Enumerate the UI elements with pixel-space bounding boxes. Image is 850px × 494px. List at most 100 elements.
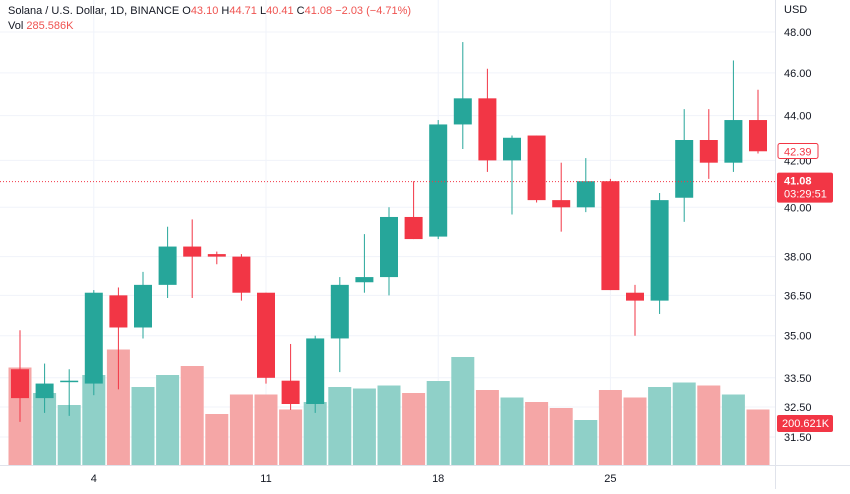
candle-body — [503, 137, 521, 161]
volume-bar — [402, 393, 426, 465]
ohlc-row: Solana / U.S. Dollar, 1D, BINANCE O43.10… — [8, 4, 411, 19]
volume-bar — [205, 414, 229, 465]
volume-bar — [475, 390, 499, 465]
candle-body — [453, 98, 472, 125]
price-axis[interactable]: 48.0046.0044.0042.0040.0038.0036.5035.00… — [775, 0, 834, 489]
volume-bar — [549, 408, 573, 465]
candle-body — [429, 124, 448, 237]
candle-body — [724, 120, 743, 163]
price-tick-label: 40.00 — [784, 202, 812, 214]
volume-bar — [156, 375, 180, 465]
countdown-text: 03:29:51 — [784, 189, 827, 201]
price-tick-label: 46.00 — [784, 68, 812, 80]
symbol-title: Solana / U.S. Dollar, 1D, BINANCE — [8, 5, 180, 17]
volume-bar — [451, 357, 475, 465]
candle-body — [330, 284, 349, 339]
candle-body — [650, 200, 669, 301]
candle-body — [232, 256, 251, 293]
volume-bar — [131, 387, 155, 465]
candle-body — [699, 140, 718, 163]
high-label: H — [221, 5, 230, 17]
volume-label: Vol — [8, 20, 24, 32]
candle-body — [626, 292, 644, 301]
low-label: L — [259, 5, 267, 17]
price-tick-label: 35.00 — [784, 331, 812, 343]
price-tick-label: 32.50 — [784, 402, 812, 414]
candle-body — [11, 369, 29, 399]
candle-body — [749, 120, 767, 152]
volume-bar — [279, 409, 303, 465]
volume-bar — [746, 409, 770, 465]
currency-label[interactable]: USD — [784, 4, 808, 16]
candle-body — [576, 181, 595, 208]
volume-bar — [106, 349, 130, 465]
candle-body — [257, 292, 275, 378]
price-tick-label: 44.00 — [784, 111, 812, 123]
volume-bar — [377, 385, 401, 465]
candle-body — [552, 200, 571, 208]
volume-value-tag — [777, 415, 833, 432]
candle-body — [109, 295, 128, 328]
volume-bar — [426, 381, 450, 465]
volume-bars — [8, 349, 770, 465]
volume-row: Vol 285.586K — [8, 19, 411, 34]
candle-body — [158, 246, 177, 285]
candle-body — [183, 246, 202, 257]
volume-bar — [33, 393, 57, 465]
candle-body — [478, 98, 497, 161]
volume-bar — [303, 402, 327, 465]
volume-bar — [254, 394, 278, 465]
candle-body — [355, 277, 374, 283]
volume-bar — [57, 405, 81, 465]
volume-bar — [721, 394, 745, 465]
price-tick-label: 36.50 — [784, 290, 812, 302]
volume-bar — [598, 390, 622, 465]
time-axis[interactable]: 4 11 18 25 — [0, 465, 850, 486]
volume-value-text: 200.621K — [782, 418, 830, 430]
volume-bar — [623, 397, 647, 465]
symbol-legend: Solana / U.S. Dollar, 1D, BINANCE O43.10… — [8, 4, 411, 34]
volume-bar — [328, 387, 352, 465]
current-value-tag — [777, 143, 819, 160]
volume-bar — [672, 382, 696, 465]
open-label: O — [182, 5, 191, 17]
current-value-text: 42.39 — [784, 147, 812, 159]
low-value: 40.41 — [266, 5, 294, 17]
candles — [11, 42, 767, 422]
candle-body — [675, 140, 694, 198]
open-value: 43.10 — [190, 5, 219, 17]
volume-bar — [352, 388, 376, 465]
volume-bar — [574, 420, 598, 465]
time-tick-label: 18 — [432, 473, 444, 485]
volume-value: 285.586K — [26, 20, 74, 32]
candle-body — [281, 380, 300, 404]
time-tick-label: 25 — [604, 473, 616, 485]
candle-body — [404, 216, 423, 240]
last-price-text: 41.08 — [784, 176, 812, 188]
time-tick-label: 11 — [260, 473, 271, 485]
volume-bar — [525, 402, 549, 465]
candle-body — [207, 254, 226, 257]
volume-bar — [697, 385, 721, 465]
volume-bar — [648, 387, 672, 465]
volume-bar — [180, 366, 204, 465]
last-price-tag — [777, 172, 833, 203]
candle-body — [306, 338, 325, 404]
change-value: −2.03 (−4.71%) — [335, 5, 412, 17]
time-tick-label: 4 — [91, 473, 97, 485]
candle-body — [380, 216, 398, 278]
candle-body — [35, 383, 54, 399]
candle-body — [601, 181, 620, 291]
price-tick-label: 31.50 — [784, 432, 812, 444]
candle-body — [527, 135, 546, 201]
candle-body — [134, 284, 152, 328]
price-tick-label: 38.00 — [784, 252, 812, 264]
volume-bar — [82, 375, 106, 465]
price-tick-label: 48.00 — [784, 27, 812, 39]
high-value: 44.71 — [229, 5, 257, 17]
candle-body — [60, 380, 79, 383]
volume-bar — [229, 394, 253, 465]
price-tick-label: 33.50 — [784, 373, 812, 385]
